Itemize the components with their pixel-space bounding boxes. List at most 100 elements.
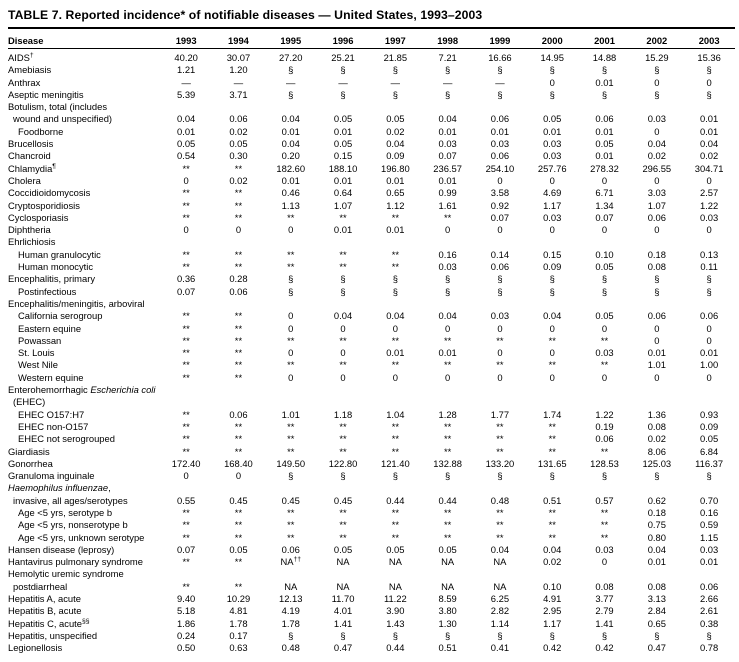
value-cell: **: [234, 445, 243, 457]
table-row: Hepatitis C, acute§§ 1.86 1.78 1.78 1.41 1.43…: [8, 618, 735, 630]
value-cell: **: [182, 445, 190, 457]
value-cell: §: [706, 470, 712, 482]
value-cell: §: [445, 64, 451, 76]
value-cell: 296.55: [642, 162, 672, 174]
table-row: Ehrlichiosis: [8, 236, 735, 248]
value-cell: **: [287, 420, 295, 432]
table-row: Eastern equine ** ** 0 0 0 0 0 0 0 0 0: [8, 323, 735, 335]
value-cell: **: [600, 445, 609, 457]
value-cell: **: [600, 506, 609, 518]
value-cell: 1.77: [490, 408, 510, 420]
value-cell: 0.05: [595, 138, 614, 150]
value-cell: **: [287, 445, 295, 457]
value-cell: **: [287, 531, 295, 543]
value-cell: 0.05: [386, 543, 405, 555]
value-cell: 7.21: [438, 52, 457, 63]
disease-cell: Hepatitis C, acute§§: [8, 617, 90, 629]
value-cell: 0.01: [281, 125, 300, 137]
value-cell: 14.88: [592, 52, 617, 63]
value-cell: **: [548, 420, 556, 432]
value-cell: §: [706, 88, 712, 100]
value-cell: 0: [288, 347, 294, 359]
value-cell: **: [234, 261, 243, 273]
value-cell: 0: [654, 322, 660, 334]
table-row: postdiarrheal ** ** NA NA NA NA NA 0.10 0.08 0.08 0…: [8, 581, 735, 593]
value-cell: 4.81: [229, 605, 248, 617]
value-cell: 188.10: [328, 162, 358, 174]
table-row: Coccidioidomycosis ** ** 0.46 0.64 0.65 0.99 3.…: [8, 187, 735, 199]
value-cell: 1.07: [647, 199, 666, 211]
value-cell: 0: [340, 322, 346, 334]
value-cell: NA: [441, 580, 455, 592]
value-cell: **: [339, 531, 347, 543]
value-cell: 6.25: [490, 593, 510, 605]
value-cell: §: [445, 273, 451, 285]
value-cell: 5.18: [177, 605, 196, 617]
value-cell: 0.07: [595, 211, 614, 223]
value-cell: **: [339, 261, 347, 273]
value-cell: 0.03: [543, 211, 562, 223]
value-cell: **: [443, 531, 452, 543]
value-cell: —: [286, 76, 296, 88]
value-cell: 3.77: [595, 593, 614, 605]
value-cell: 0.01: [490, 125, 510, 137]
value-cell: §: [497, 273, 503, 285]
disease-cell: Amebiasis: [8, 64, 52, 76]
value-cell: 0.01: [333, 174, 353, 186]
value-cell: 0.06: [229, 285, 248, 297]
value-cell: 0.01: [699, 556, 719, 568]
value-cell: §: [549, 629, 555, 641]
value-cell: 0.04: [543, 310, 562, 322]
value-cell: §: [392, 629, 398, 641]
value-cell: 0.05: [386, 113, 405, 125]
value-cell: **: [443, 211, 452, 223]
disease-cell: Aseptic meningitis: [8, 88, 84, 100]
value-cell: 0: [654, 334, 660, 346]
value-cell: 0.01: [647, 556, 666, 568]
value-cell: 0.54: [177, 150, 196, 162]
value-cell: 0: [601, 556, 608, 568]
disease-cell: Legionellosis: [8, 642, 63, 654]
table-row: Aseptic meningitis 5.39 3.71 § § § § § § § § §: [8, 89, 735, 101]
value-cell: 0.01: [438, 125, 457, 137]
value-cell: **: [443, 334, 452, 346]
value-cell: 168.40: [224, 457, 253, 469]
value-cell: 0.45: [281, 494, 300, 506]
value-cell: **: [496, 420, 504, 432]
value-cell: 0: [549, 371, 555, 383]
value-cell: 0: [183, 224, 189, 236]
value-cell: **: [600, 359, 609, 371]
disease-cell: EHEC O157:H7: [18, 408, 85, 420]
disease-column-header: Disease: [8, 28, 160, 49]
value-cell: §: [601, 285, 608, 297]
value-cell: 4.19: [281, 605, 300, 617]
value-cell: —: [442, 76, 453, 88]
value-cell: 15.29: [645, 52, 669, 63]
value-cell: 121.40: [380, 457, 410, 469]
value-cell: 10.29: [226, 593, 251, 605]
value-cell: 1.13: [281, 199, 300, 211]
table-row: Hansen disease (leprosy) 0.07 0.05 0.06 0.05…: [8, 544, 735, 556]
disease-cell: Hepatitis, unspecified: [8, 629, 98, 641]
value-cell: 0.38: [699, 617, 719, 629]
table-row: Age <5 yrs, nonserotype b ** ** ** ** ** ** ** *…: [8, 519, 735, 531]
table-row: Human monocytic ** ** ** ** ** 0.03 0.06 0.09 0.0…: [8, 261, 735, 273]
year-column-header: 2000: [526, 28, 579, 49]
value-cell: **: [391, 420, 399, 432]
value-cell: **: [496, 445, 504, 457]
value-cell: **: [496, 433, 504, 445]
value-cell: 0.05: [595, 310, 614, 322]
value-cell: 0.44: [386, 642, 405, 654]
value-cell: 0: [601, 322, 608, 334]
value-cell: 236.57: [433, 162, 462, 174]
value-cell: **: [234, 334, 243, 346]
value-cell: 0.59: [699, 519, 719, 531]
value-cell: 0.05: [229, 138, 248, 150]
value-cell: **: [287, 334, 295, 346]
value-cell: 0: [340, 347, 346, 359]
value-cell: **: [443, 433, 452, 445]
table-row: Botulism, total (includes: [8, 101, 735, 113]
value-cell: 131.65: [537, 457, 567, 469]
disease-cell: Foodborne: [18, 125, 64, 137]
table-row: Hantavirus pulmonary syndrome ** ** NA†† NA N…: [8, 556, 735, 568]
